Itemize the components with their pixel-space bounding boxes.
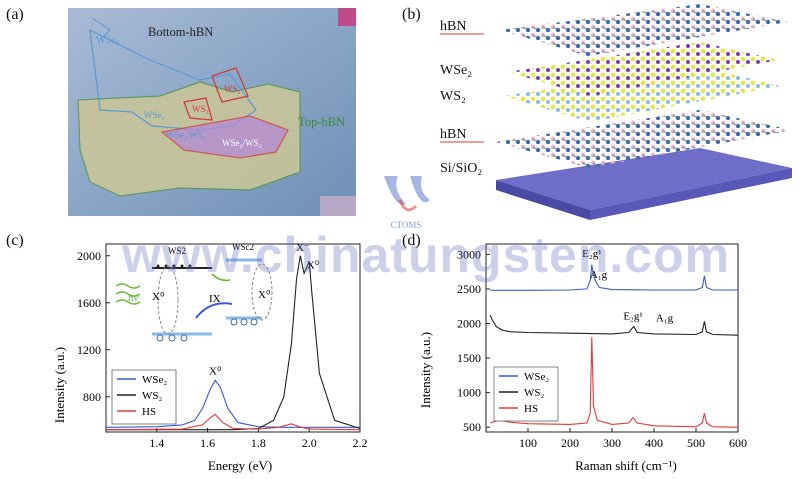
c-annotation: X⁻ xyxy=(296,242,310,254)
ws2-outline-top xyxy=(211,67,249,103)
wse2-layer xyxy=(508,42,778,96)
d-series-0-line xyxy=(490,264,738,291)
watermark: www.chinatungsten.com xyxy=(122,227,731,283)
d-legend-label: HS xyxy=(524,403,538,415)
label-wse2-mid: WSe₂ xyxy=(144,110,165,120)
d-series-2-line xyxy=(490,337,739,428)
c-xlabel: Energy (eV) xyxy=(208,458,272,473)
c-ytick-label: 800 xyxy=(83,390,101,404)
layer-label-hbn-top: hBN xyxy=(440,19,466,34)
c-ytick-label: 1600 xyxy=(77,296,101,310)
panel-b: (b) hBN W xyxy=(400,0,800,230)
c-plot-frame xyxy=(105,243,361,433)
panel-d-label: (d) xyxy=(402,232,421,249)
label-top-hbn: Top-hBN xyxy=(298,115,345,129)
label-ws2-lower: WSe₂/WS₂ xyxy=(166,130,206,140)
logo-text: CTOMS xyxy=(391,220,422,230)
panel-a-label: (a) xyxy=(6,6,24,23)
c-band-inset: hν WS2 WSc2 X⁰ X⁰ IX xyxy=(115,242,273,342)
d-xtick-label: 600 xyxy=(729,436,747,450)
d-ytick-label: 1500 xyxy=(457,351,481,365)
c-annotation: X⁰ xyxy=(307,260,320,272)
inset-x0-left: X⁰ xyxy=(152,291,165,303)
c-legend-label: HS xyxy=(142,406,156,418)
c-series-2-line xyxy=(105,413,361,431)
inset-hv: hν xyxy=(128,292,139,304)
d-xtick-label: 500 xyxy=(687,436,705,450)
hbn-bottom-layer xyxy=(496,110,792,168)
layer-label-substrate: Si/SiO₂ xyxy=(440,161,482,176)
panel-c: (c) Intensity (a.u.) Energy (eV) hν WS2 … xyxy=(0,230,400,479)
c-xtick-label: 1.4 xyxy=(149,436,164,450)
c-xtick-label: 1.8 xyxy=(251,436,266,450)
d-legend-label: WSe₂ xyxy=(524,371,549,383)
d-annotation: E₂g¹ xyxy=(623,310,642,322)
layer-label-ws2: WS₂ xyxy=(440,89,466,104)
label-wse2-left: WSe₂ xyxy=(96,35,119,46)
d-xtick-label: 200 xyxy=(561,436,579,450)
d-xtick-label: 300 xyxy=(603,436,621,450)
c-ylabel: Intensity (a.u.) xyxy=(52,347,67,423)
heterostructure-region xyxy=(160,115,289,159)
c-ytick-label: 1200 xyxy=(77,343,101,357)
c-legend-label: WSe₂ xyxy=(142,374,167,386)
label-bottom-hbn: Bottom-hBN xyxy=(148,25,213,39)
d-xlabel: Raman shift (cm⁻¹) xyxy=(575,458,677,473)
c-annotation: X⁰ xyxy=(209,365,222,377)
pl-spectrum-chart: Intensity (a.u.) Energy (eV) hν WS2 WSc2… xyxy=(52,242,368,473)
d-ytick-label: 3000 xyxy=(457,247,481,261)
d-ytick-label: 2000 xyxy=(457,316,481,330)
c-xtick-label: 2.0 xyxy=(302,436,317,450)
c-ytick-label: 2000 xyxy=(77,249,101,263)
hbn-top-layer xyxy=(500,4,788,56)
d-legend-label: WS₂ xyxy=(524,387,545,399)
d-xtick-label: 400 xyxy=(645,436,663,450)
watermark-logo: CTOMS xyxy=(376,170,436,230)
d-annotation: A₁g xyxy=(656,312,674,324)
d-series-1-line xyxy=(489,314,739,336)
panel-c-label: (c) xyxy=(6,232,24,249)
panel-d: (d) Intensity (a.u.) Raman shift (cm⁻¹) … xyxy=(400,230,800,479)
d-annotation: A₁g xyxy=(590,269,608,281)
d-ylabel: Intensity (a.u.) xyxy=(418,332,433,408)
label-ws2-mid: WS₂ xyxy=(192,104,209,114)
d-ytick-label: 500 xyxy=(463,420,481,434)
layer-label-hbn-bottom: hBN xyxy=(440,127,466,142)
inset-wse2-label: WSc2 xyxy=(232,242,254,252)
d-ytick-label: 2500 xyxy=(457,282,481,296)
raman-spectrum-chart: Intensity (a.u.) Raman shift (cm⁻¹) 100 2… xyxy=(418,243,747,473)
d-annotation: E₂g¹ xyxy=(582,248,601,260)
panel-b-label: (b) xyxy=(402,6,421,23)
layer-schematic: hBN WSe₂ WS₂ hBN Si/SiO₂ xyxy=(440,4,792,220)
inset-x0-right: X⁰ xyxy=(258,289,271,301)
d-ytick-label: 1000 xyxy=(457,386,481,400)
inset-ws2-label: WS2 xyxy=(168,246,186,256)
layer-label-wse2: WSe₂ xyxy=(440,63,472,78)
substrate-slab xyxy=(496,148,792,210)
d-xtick-label: 100 xyxy=(519,436,537,450)
ws2-layer xyxy=(504,66,780,122)
c-legend-label: WS₂ xyxy=(142,390,163,402)
optical-micrograph: WSe₂ Bottom-hBN WS₂ WSe₂ WS₂ WSe₂/WS₂ WS… xyxy=(68,8,356,216)
c-xtick-label: 2.2 xyxy=(353,436,368,450)
panel-a: (a) WSe₂ Bottom-hBN WS₂ WSe₂ WS₂ WSe₂/WS… xyxy=(0,0,400,230)
label-ws2-top: WS₂ xyxy=(224,84,241,94)
inset-ix: IX xyxy=(209,293,221,305)
label-heterostructure: WSe₂/WS₂ xyxy=(222,138,262,148)
c-xtick-label: 1.6 xyxy=(200,436,215,450)
